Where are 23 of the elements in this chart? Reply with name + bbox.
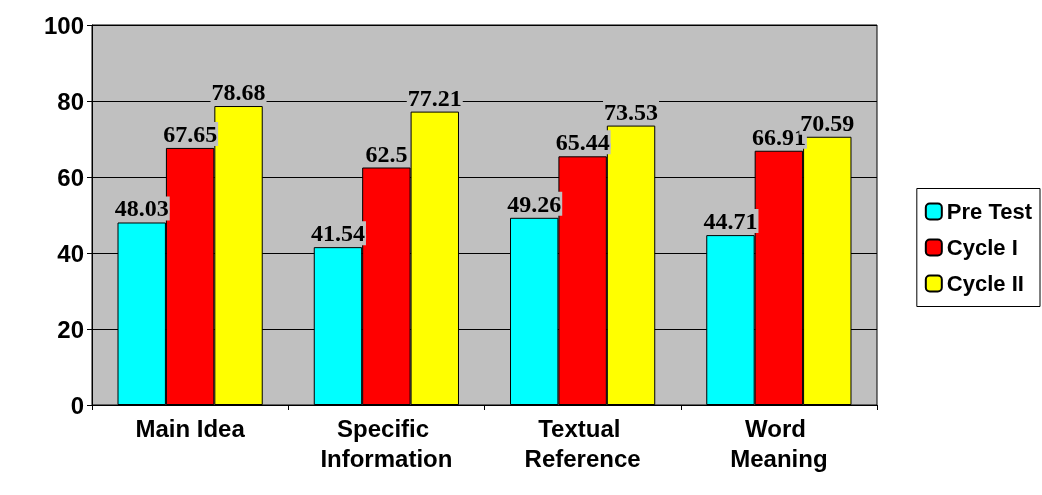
data-label: 41.54 <box>310 220 365 247</box>
legend-label: Pre Test <box>946 199 1033 224</box>
y-tick-label: 80 <box>57 87 84 115</box>
data-label: 65.44 <box>555 129 610 156</box>
data-label: 48.03 <box>114 195 169 222</box>
data-label: 78.68 <box>211 79 266 106</box>
x-tick-label: Word Meaning <box>730 414 828 472</box>
x-tick-label: Main Idea <box>135 414 246 442</box>
data-label: 73.53 <box>604 98 659 125</box>
y-tick-label: 60 <box>57 163 84 191</box>
data-label: 77.21 <box>407 84 462 111</box>
data-label: 67.65 <box>163 120 218 147</box>
y-tick-label: 40 <box>57 239 84 267</box>
legend-label: Cycle II <box>946 271 1024 296</box>
data-label: 49.26 <box>507 190 562 217</box>
data-label: 62.5 <box>365 140 408 167</box>
y-tick-label: 100 <box>43 11 84 39</box>
y-tick-label: 20 <box>57 315 84 343</box>
data-label: 44.71 <box>703 208 758 235</box>
x-tick-label: Specific Information <box>320 414 453 472</box>
x-tick-label: Textual Reference <box>524 414 641 472</box>
y-tick-label: 0 <box>70 391 84 419</box>
legend-label: Cycle I <box>946 235 1018 260</box>
